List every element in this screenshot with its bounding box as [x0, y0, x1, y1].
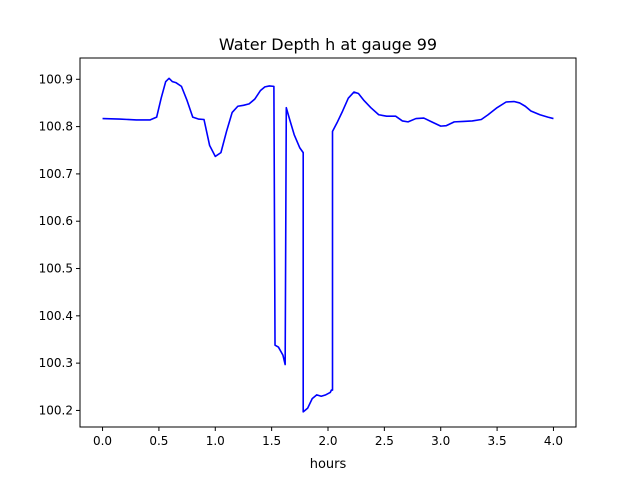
x-tick-label: 0.5 — [149, 434, 168, 448]
x-tick-label: 2.5 — [375, 434, 394, 448]
plot-area-frame — [79, 57, 577, 428]
x-tick-label: 3.5 — [488, 434, 507, 448]
y-tick-label: 100.3 — [39, 356, 73, 370]
x-tick-label: 2.0 — [318, 434, 337, 448]
y-tick-label: 100.2 — [39, 403, 73, 417]
y-tick-label: 100.7 — [39, 167, 73, 181]
y-tick-label: 100.5 — [39, 262, 73, 276]
x-tick-label: 1.5 — [262, 434, 281, 448]
x-axis-ticks: 0.0 0.5 1.0 1.5 2.0 2.5 3.0 3.5 4.0 — [93, 427, 563, 448]
x-tick-label: 3.0 — [431, 434, 450, 448]
x-tick-label: 0.0 — [93, 434, 112, 448]
y-axis-ticks: 100.2 100.3 100.4 100.5 100.6 100.7 100.8 100.9 — [39, 72, 80, 417]
x-tick-label: 4.0 — [544, 434, 563, 448]
chart-title: Water Depth h at gauge 99 — [219, 35, 437, 54]
y-tick-label: 100.6 — [39, 214, 73, 228]
x-axis-label: hours — [310, 457, 347, 472]
y-tick-label: 100.8 — [39, 120, 73, 134]
y-tick-label: 100.9 — [39, 72, 73, 86]
x-tick-label: 1.0 — [206, 434, 225, 448]
y-tick-label: 100.4 — [39, 309, 73, 323]
water-depth-line — [102, 77, 554, 413]
